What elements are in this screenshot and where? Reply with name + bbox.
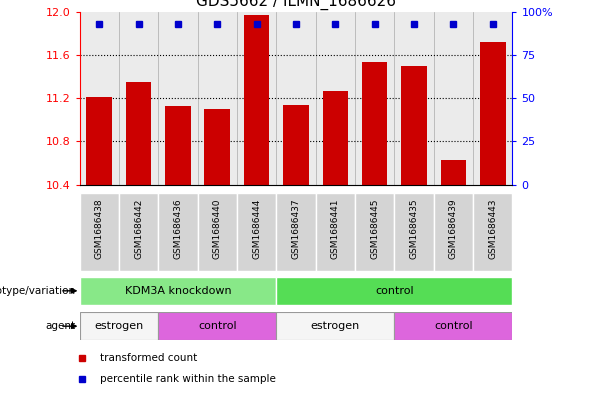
Bar xyxy=(158,12,197,185)
Bar xyxy=(244,15,269,185)
Text: transformed count: transformed count xyxy=(100,353,197,363)
Text: GSM1686440: GSM1686440 xyxy=(213,199,222,259)
Text: GSM1686444: GSM1686444 xyxy=(252,199,261,259)
Bar xyxy=(276,193,316,271)
Bar xyxy=(401,66,427,185)
Bar xyxy=(80,277,276,305)
Bar xyxy=(158,193,197,271)
Bar xyxy=(480,42,505,185)
Text: genotype/variation: genotype/variation xyxy=(0,286,75,296)
Bar xyxy=(119,193,158,271)
Bar xyxy=(158,312,276,340)
Bar xyxy=(362,61,388,185)
Bar xyxy=(283,105,309,185)
Text: GSM1686442: GSM1686442 xyxy=(134,199,143,259)
Bar xyxy=(119,12,158,185)
Bar xyxy=(395,193,434,271)
Bar xyxy=(276,12,316,185)
Text: control: control xyxy=(434,321,473,331)
Text: agent: agent xyxy=(45,321,75,331)
Bar xyxy=(395,312,512,340)
Text: GSM1686438: GSM1686438 xyxy=(95,199,104,259)
Bar xyxy=(473,193,512,271)
Text: GSM1686437: GSM1686437 xyxy=(292,199,300,259)
Text: GSM1686439: GSM1686439 xyxy=(449,199,458,259)
Title: GDS5662 / ILMN_1686626: GDS5662 / ILMN_1686626 xyxy=(196,0,396,11)
Bar xyxy=(80,193,119,271)
Bar xyxy=(237,193,276,271)
Bar xyxy=(276,312,395,340)
Bar xyxy=(165,106,191,185)
Bar xyxy=(126,82,151,185)
Bar xyxy=(434,12,473,185)
Bar xyxy=(473,12,512,185)
Bar xyxy=(316,12,355,185)
Text: GSM1686436: GSM1686436 xyxy=(173,199,183,259)
Text: GSM1686443: GSM1686443 xyxy=(488,199,497,259)
Bar xyxy=(80,12,119,185)
Bar xyxy=(395,12,434,185)
Bar xyxy=(276,277,512,305)
Bar xyxy=(323,91,348,185)
Bar xyxy=(237,12,276,185)
Text: estrogen: estrogen xyxy=(311,321,360,331)
Text: GSM1686441: GSM1686441 xyxy=(331,199,340,259)
Bar xyxy=(355,12,395,185)
Text: control: control xyxy=(375,286,413,296)
Text: percentile rank within the sample: percentile rank within the sample xyxy=(100,374,276,384)
Bar xyxy=(197,12,237,185)
Text: GSM1686445: GSM1686445 xyxy=(370,199,379,259)
Text: GSM1686435: GSM1686435 xyxy=(409,199,419,259)
Text: KDM3A knockdown: KDM3A knockdown xyxy=(125,286,231,296)
Text: estrogen: estrogen xyxy=(94,321,144,331)
Bar xyxy=(434,193,473,271)
Bar xyxy=(316,193,355,271)
Bar xyxy=(197,193,237,271)
Bar xyxy=(87,97,112,185)
Bar xyxy=(204,109,230,185)
Bar xyxy=(80,312,158,340)
Bar xyxy=(441,160,466,185)
Bar xyxy=(355,193,395,271)
Text: control: control xyxy=(198,321,237,331)
